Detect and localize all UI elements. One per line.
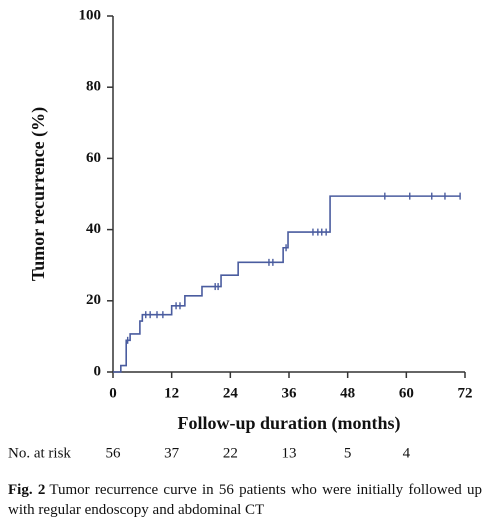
at-risk-count: 56 (106, 445, 122, 461)
x-tick-label: 72 (458, 385, 473, 401)
y-tick-label: 100 (79, 7, 102, 23)
at-risk-label: No. at risk (8, 445, 71, 461)
x-tick-label: 12 (164, 385, 179, 401)
caption-label: Fig. 2 (8, 482, 46, 498)
chart: Tumor recurrence (%) Follow-up duration … (8, 7, 473, 461)
x-tick-label: 36 (282, 385, 298, 401)
x-tick-label: 0 (109, 385, 117, 401)
at-risk-count: 4 (403, 445, 411, 461)
x-tick-label: 24 (223, 385, 239, 401)
y-tick-label: 60 (86, 150, 101, 166)
y-tick-label: 0 (94, 363, 102, 379)
x-axis-title: Follow-up duration (months) (177, 413, 400, 434)
x-tick-label: 48 (340, 385, 355, 401)
at-risk-count: 13 (282, 445, 297, 461)
y-tick-label: 80 (86, 79, 101, 95)
caption-text: Tumor recurrence curve in 56 patients wh… (8, 482, 482, 518)
recurrence-curve (113, 195, 461, 373)
at-risk-count: 5 (344, 445, 352, 461)
at-risk-count: 22 (223, 445, 238, 461)
y-axis-title: Tumor recurrence (%) (28, 107, 49, 281)
figure-caption: Fig. 2 Tumor recurrence curve in 56 patie… (8, 480, 482, 520)
at-risk-count: 37 (164, 445, 180, 461)
y-tick-label: 20 (86, 292, 101, 308)
y-tick-label: 40 (86, 221, 101, 237)
x-tick-label: 60 (399, 385, 414, 401)
